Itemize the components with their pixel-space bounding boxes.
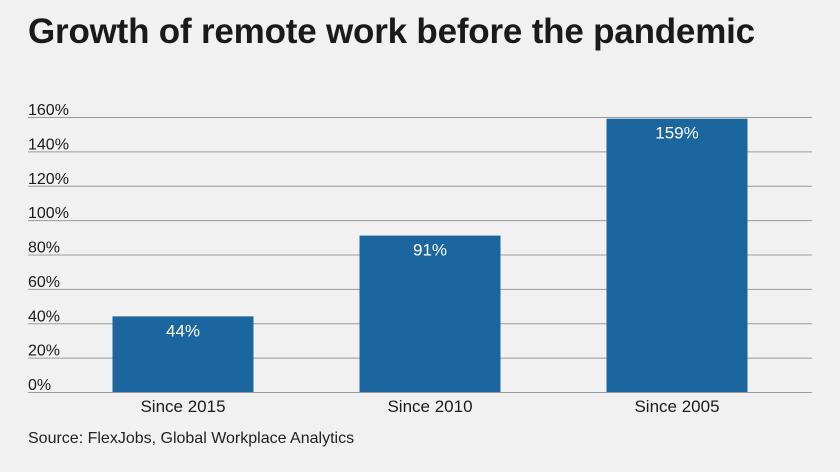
bar-data-label: 159% [655, 124, 698, 143]
x-axis-ticks: Since 2015 Since 2010 Since 2005 [140, 397, 719, 416]
x-tick-label: Since 2015 [140, 397, 225, 416]
y-tick-label: 100% [28, 205, 69, 222]
bar-data-label: 44% [166, 321, 200, 340]
chart-title: Growth of remote work before the pandemi… [28, 12, 755, 51]
bar [606, 118, 748, 392]
x-tick-label: Since 2005 [634, 397, 719, 416]
bar [112, 316, 254, 392]
y-tick-label: 60% [28, 274, 60, 291]
y-tick-label: 80% [28, 240, 60, 257]
y-tick-label: 0% [28, 377, 51, 394]
source-note: Source: FlexJobs, Global Workplace Analy… [28, 430, 355, 447]
x-tick-label: Since 2010 [387, 397, 472, 416]
bars: 44% 91% 159% [112, 118, 748, 392]
y-tick-label: 40% [28, 308, 60, 325]
y-tick-label: 20% [28, 343, 60, 360]
y-axis-ticks: 0% 20% 40% 60% 80% 100% 120% 140% 160% [28, 102, 69, 394]
bar-data-label: 91% [413, 241, 447, 260]
y-tick-label: 140% [28, 136, 69, 153]
bar [359, 235, 501, 392]
y-tick-label: 160% [28, 102, 69, 119]
y-tick-label: 120% [28, 171, 69, 188]
